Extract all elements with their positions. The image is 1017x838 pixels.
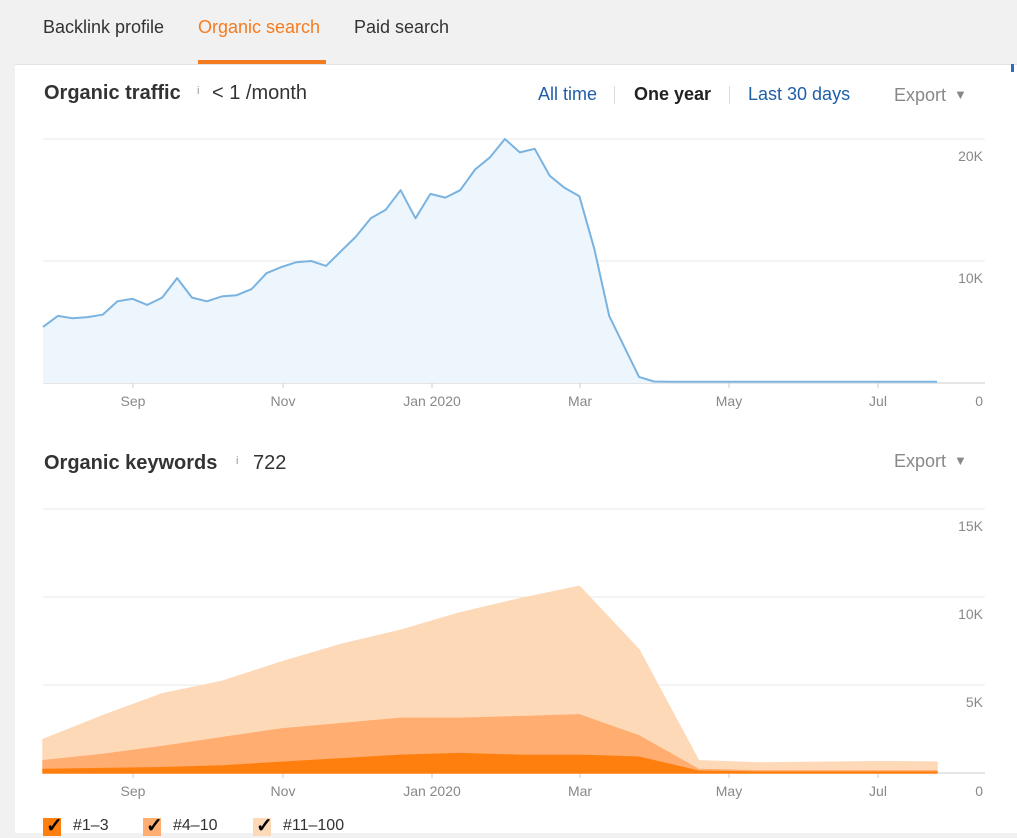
organic-traffic-title: Organic traffic [44, 82, 181, 104]
x-tick-label: Nov [271, 393, 296, 409]
x-tick-label: Jul [869, 393, 887, 409]
x-tick-label: May [716, 393, 742, 409]
organic-traffic-chart: 20K 10K 0 Sep Nov Jan 2020 Mar May Jul [42, 138, 985, 409]
legend-label: #4–10 [173, 817, 218, 834]
keywords-series-area [42, 752, 938, 774]
traffic-area [43, 139, 937, 383]
x-tick-label: May [716, 783, 742, 799]
y-tick-label: 10K [958, 270, 984, 286]
info-icon[interactable]: i [197, 85, 200, 97]
check-icon: ✓ [46, 815, 63, 837]
tab-backlink-profile[interactable]: Backlink profile [43, 17, 165, 37]
x-tick-label: Jul [869, 783, 887, 799]
keywords-export-button[interactable]: Export ▼ [894, 451, 967, 472]
organic-keywords-title: Organic keywords [44, 452, 218, 474]
x-tick-label: Nov [271, 783, 296, 799]
range-separator [614, 86, 615, 104]
y-tick-label: 10K [958, 606, 984, 622]
info-icon[interactable]: i [236, 455, 239, 467]
traffic-line [42, 138, 937, 383]
x-tick-label: Sep [121, 393, 146, 409]
range-one-year[interactable]: One year [634, 84, 712, 104]
tab-paid-search[interactable]: Paid search [354, 17, 450, 37]
organic-traffic-value: < 1 /month [212, 82, 308, 104]
x-tick-label: Jan 2020 [403, 393, 461, 409]
x-tick-label: Sep [121, 783, 146, 799]
tab-organic-search[interactable]: Organic search [198, 17, 321, 37]
tab-bar: Backlink profile Organic search Paid sea… [0, 0, 1017, 64]
y-tick-label: 20K [958, 148, 984, 164]
range-separator [729, 86, 730, 104]
export-label: Export [894, 451, 947, 471]
legend-checkbox[interactable]: ✓ [253, 815, 273, 837]
legend-label: #1–3 [73, 817, 109, 834]
check-icon: ✓ [256, 815, 273, 837]
active-tab-indicator [198, 60, 326, 64]
y-tick-label: 0 [975, 393, 983, 409]
scrollbar-marker[interactable] [1011, 64, 1014, 72]
legend-checkbox[interactable]: ✓ [43, 815, 63, 837]
check-icon: ✓ [146, 815, 163, 837]
x-tick-label: Jan 2020 [403, 783, 461, 799]
range-last-30-days[interactable]: Last 30 days [748, 84, 851, 104]
y-tick-label: 0 [975, 783, 983, 799]
export-label: Export [894, 85, 947, 105]
traffic-export-button[interactable]: Export ▼ [894, 85, 967, 106]
range-all-time[interactable]: All time [538, 84, 598, 104]
caret-down-icon: ▼ [954, 87, 967, 102]
organic-keywords-value: 722 [253, 452, 287, 474]
x-tick-label: Mar [568, 783, 592, 799]
y-tick-label: 5K [966, 694, 984, 710]
legend-checkbox[interactable]: ✓ [143, 815, 163, 837]
caret-down-icon: ▼ [954, 453, 967, 468]
y-tick-label: 15K [958, 518, 984, 534]
x-tick-label: Mar [568, 393, 592, 409]
legend-label: #11–100 [283, 817, 345, 834]
